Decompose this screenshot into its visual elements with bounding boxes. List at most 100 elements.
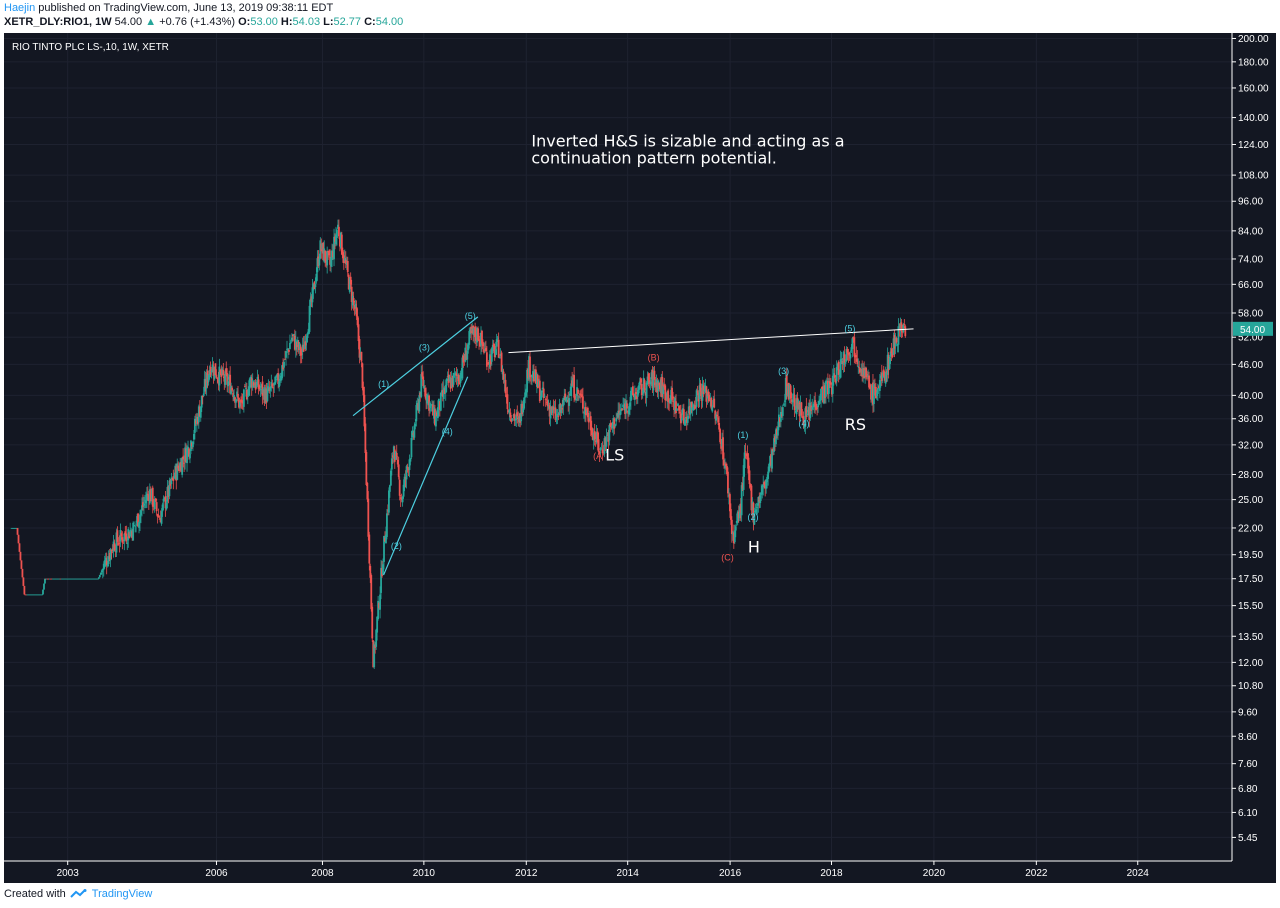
candle-body <box>96 578 99 580</box>
wave-label: (C) <box>721 552 734 562</box>
candle-body <box>240 399 242 403</box>
candle-body <box>730 519 733 535</box>
symbol-ticker[interactable]: XETR_DLY:RIO1, 1W <box>4 16 112 28</box>
candle-body <box>644 391 647 396</box>
author-link[interactable]: Haejin <box>4 2 36 14</box>
candle-body <box>767 471 770 479</box>
candle-body <box>693 407 696 409</box>
chart-title: RIO TINTO PLC LS-,10, 1W, XETR <box>12 42 169 53</box>
candle-body <box>144 500 146 502</box>
candle-body <box>204 379 207 388</box>
candle-body <box>840 358 843 360</box>
tradingview-brand-link[interactable]: TradingView <box>91 888 153 900</box>
candle-body <box>528 356 530 380</box>
open-value: 53.00 <box>250 16 278 28</box>
candle-body <box>69 578 72 580</box>
candle-body <box>704 385 707 392</box>
candle-body <box>624 403 626 415</box>
candle-body <box>643 380 646 390</box>
candle-body <box>337 224 339 229</box>
wave-label: (1) <box>378 379 389 389</box>
candle-body <box>700 391 703 401</box>
candle-body <box>64 578 67 580</box>
candle-body <box>591 432 594 440</box>
candle-body <box>222 369 225 376</box>
candle-body <box>403 476 406 488</box>
price-axis[interactable]: 200.00 180.00 160.00 140.00 124.00 108.00 96.0… <box>1231 33 1269 861</box>
candle-body <box>255 381 258 388</box>
candle-body <box>623 406 625 408</box>
candle-body <box>709 399 712 401</box>
candle-body <box>419 392 422 397</box>
candle-body <box>339 232 342 248</box>
candle-body <box>228 376 231 380</box>
candle-body <box>261 381 264 396</box>
y-tick-label: 6.10 <box>1238 808 1258 819</box>
candle-body <box>747 457 750 474</box>
candle-body <box>514 419 517 421</box>
candle-body <box>543 395 546 397</box>
candle-body <box>608 425 611 441</box>
candle-body <box>65 578 68 580</box>
footer: Created with TradingView <box>4 888 152 900</box>
candle-body <box>873 383 875 404</box>
candle-body <box>476 327 478 343</box>
candle-body <box>316 258 319 273</box>
candle-body <box>224 371 227 385</box>
candle-body <box>708 394 711 402</box>
candle-body <box>766 477 769 483</box>
candle-body <box>812 405 815 407</box>
candle-body <box>362 386 365 396</box>
candle-body <box>696 391 699 393</box>
candle-body <box>182 456 185 460</box>
candle-body <box>358 339 361 358</box>
candle-body <box>695 390 698 407</box>
time-axis[interactable]: 2003 2006 2008 2010 2012 2014 2016 2018 2020 2022… <box>4 860 1232 879</box>
candle-body <box>680 413 682 424</box>
candle-body <box>795 398 798 415</box>
candle-body <box>147 495 150 501</box>
candle-body <box>864 370 867 376</box>
y-tick-label: 28.00 <box>1238 470 1263 481</box>
annotation-line-2: continuation pattern potential. <box>531 148 776 167</box>
candle-body <box>631 386 634 396</box>
candle-body <box>887 356 890 371</box>
candle-body <box>163 497 166 500</box>
price-chart[interactable]: (1) (2) (3) (4) (5) (A (B) (C) (1) (2) (3) (4) (5) LS… <box>4 33 1276 883</box>
candle-body <box>431 404 433 405</box>
wave-label: (3) <box>419 342 430 352</box>
candle-body <box>892 338 895 355</box>
candle-body <box>20 560 23 569</box>
candle-body <box>831 375 834 394</box>
candle-body <box>785 375 788 396</box>
candle-body <box>739 503 742 513</box>
candle-body <box>46 578 48 580</box>
candle-body <box>288 349 290 352</box>
candle-body <box>715 414 718 421</box>
wave-label: (5) <box>844 324 855 334</box>
candle-body <box>568 398 571 406</box>
candle-body <box>698 385 701 400</box>
candle-body <box>817 404 819 408</box>
candle-body <box>666 391 669 401</box>
candle-body <box>176 463 179 480</box>
candle-body <box>776 428 778 435</box>
candle-body <box>90 578 92 580</box>
candle-body <box>234 397 236 403</box>
candle-body <box>135 523 137 525</box>
candle-body <box>506 394 509 410</box>
candle-body <box>170 477 173 485</box>
candle-body <box>593 430 596 440</box>
candle-body <box>376 616 379 633</box>
candle-body <box>728 495 730 497</box>
candle-body <box>265 388 268 403</box>
candle-body <box>217 378 220 385</box>
candle-body <box>797 400 800 410</box>
candle-body <box>655 379 658 388</box>
candle-body <box>63 578 66 580</box>
candle-body <box>758 496 761 502</box>
candle-body <box>173 476 176 479</box>
candle-body <box>55 578 58 580</box>
candle-body <box>333 236 335 260</box>
candle-body <box>734 526 737 531</box>
